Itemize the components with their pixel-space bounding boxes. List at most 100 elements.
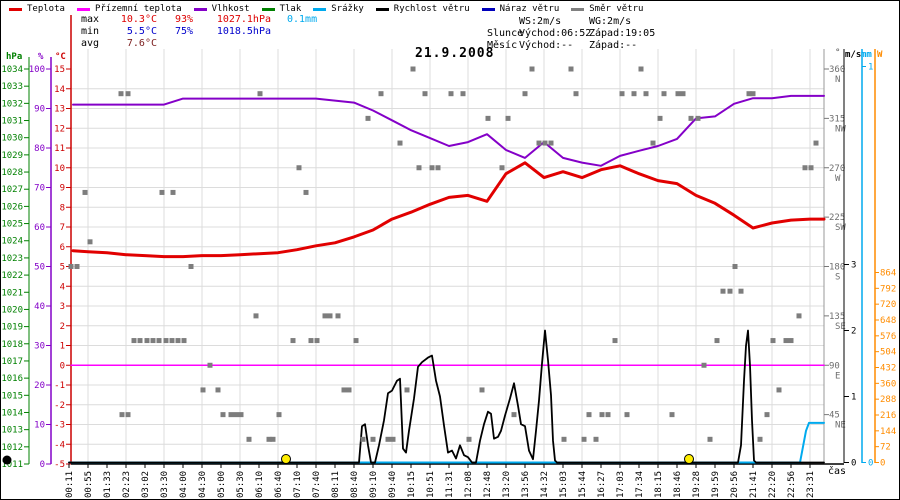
svg-text:792: 792 xyxy=(880,284,896,294)
svg-text:04:30: 04:30 xyxy=(198,471,208,498)
astro-markers xyxy=(2,454,694,465)
pressure-axis: 1034 1033 1032 1031 1030 1029 1028 1027 1026 1025… xyxy=(1,57,30,470)
svg-text:15:44: 15:44 xyxy=(578,471,588,498)
legend-item-0[interactable]: Teplota xyxy=(9,4,65,14)
moon-phase-icon xyxy=(2,455,12,465)
svg-text:12:08: 12:08 xyxy=(464,471,474,498)
svg-text:40: 40 xyxy=(34,302,45,312)
legend-dash-icon xyxy=(313,7,327,11)
svg-text:1031: 1031 xyxy=(1,117,23,127)
svg-text:10:51: 10:51 xyxy=(426,471,436,498)
max-label: max xyxy=(81,14,100,25)
svg-text:11: 11 xyxy=(54,144,65,154)
svg-text:1: 1 xyxy=(868,63,873,73)
svg-text:W: W xyxy=(835,174,841,184)
legend-item-2[interactable]: Vlhkost xyxy=(193,4,250,14)
max-pressure: 1027.1hPa xyxy=(216,14,271,25)
svg-text:03:30: 03:30 xyxy=(160,471,170,498)
svg-text:-1: -1 xyxy=(54,381,65,391)
chart-date-title: 21.9.2008 xyxy=(415,46,495,61)
legend-item-3[interactable]: Tlak xyxy=(261,4,301,14)
legend-dash-icon xyxy=(193,7,207,11)
svg-text:70: 70 xyxy=(34,184,45,194)
svg-text:1011: 1011 xyxy=(1,460,23,470)
svg-text:2: 2 xyxy=(60,322,65,332)
svg-text:18:46: 18:46 xyxy=(673,471,683,498)
direction-axis-header: ° xyxy=(835,48,841,58)
svg-text:1027: 1027 xyxy=(1,185,23,195)
svg-text:06:40: 06:40 xyxy=(274,471,284,498)
svg-text:13: 13 xyxy=(54,105,65,115)
legend-item-label: Náraz větru xyxy=(499,4,560,14)
legend-item-7[interactable]: Směr větru xyxy=(571,4,643,14)
stats-row-avg: avg 7.6°C xyxy=(81,38,317,50)
wind-speed-axis: 3 2 1 0 xyxy=(843,49,856,469)
wind-speed-max: WS:2m/s xyxy=(519,16,562,27)
min-humidity: 75% xyxy=(174,26,193,37)
svg-text:13:56: 13:56 xyxy=(521,471,531,498)
svg-text:04:00: 04:00 xyxy=(179,471,189,498)
svg-text:NE: NE xyxy=(835,421,846,431)
svg-text:1021: 1021 xyxy=(1,288,23,298)
svg-text:216: 216 xyxy=(880,411,896,421)
svg-text:1018: 1018 xyxy=(1,340,23,350)
svg-text:1025: 1025 xyxy=(1,220,23,230)
series-wind-speed xyxy=(68,329,825,464)
legend-dash-icon xyxy=(261,7,275,11)
svg-text:1032: 1032 xyxy=(1,99,23,109)
svg-text:SW: SW xyxy=(835,223,846,233)
svg-text:17:03: 17:03 xyxy=(616,471,626,498)
pressure-axis-header: hPa xyxy=(6,52,23,62)
legend-dash-icon xyxy=(76,7,90,11)
legend-item-label: Rychlost větru xyxy=(393,4,470,14)
stats-row-min: min 5.5°C 75% 1018.5hPa xyxy=(81,26,317,38)
temp-axis-header: °C xyxy=(55,52,66,62)
svg-text:08:40: 08:40 xyxy=(350,471,360,498)
svg-text:1: 1 xyxy=(60,342,65,352)
svg-text:07:40: 07:40 xyxy=(312,471,322,498)
series-temperature xyxy=(71,161,826,259)
wind-gust-max: WG:2m/s xyxy=(589,16,632,27)
svg-text:3: 3 xyxy=(851,261,856,271)
svg-text:225: 225 xyxy=(829,213,845,223)
wind-direction-points xyxy=(68,66,819,442)
svg-text:2: 2 xyxy=(851,327,856,337)
legend: Teplota Přízemní teplota Vlhkost Tlak Srážky… xyxy=(9,3,643,15)
svg-text:07:10: 07:10 xyxy=(293,471,303,498)
svg-text:60: 60 xyxy=(34,223,45,233)
svg-text:1015: 1015 xyxy=(1,391,23,401)
svg-text:00:11: 00:11 xyxy=(65,471,75,498)
legend-item-5[interactable]: Rychlost větru xyxy=(375,4,470,14)
svg-text:10: 10 xyxy=(54,164,65,174)
svg-text:20: 20 xyxy=(34,381,45,391)
svg-text:288: 288 xyxy=(880,395,896,405)
svg-text:SE: SE xyxy=(835,322,846,332)
radiation-axis-header: W xyxy=(877,50,883,60)
svg-text:1028: 1028 xyxy=(1,168,23,178)
svg-text:09:40: 09:40 xyxy=(388,471,398,498)
svg-text:10:15: 10:15 xyxy=(407,471,417,498)
svg-text:864: 864 xyxy=(880,268,896,278)
svg-text:720: 720 xyxy=(880,300,896,310)
svg-text:09:10: 09:10 xyxy=(369,471,379,498)
avg-temp: 7.6°C xyxy=(126,38,157,49)
svg-text:15: 15 xyxy=(54,65,65,75)
stats-block: max 10.3°C 93% 1027.1hPa 0.1mm min 5.5°C 75% 10… xyxy=(81,14,317,50)
min-pressure: 1018.5hPa xyxy=(216,26,271,37)
legend-dash-icon xyxy=(375,7,389,11)
svg-text:1026: 1026 xyxy=(1,202,23,212)
svg-text:06:10: 06:10 xyxy=(255,471,265,498)
svg-text:12: 12 xyxy=(54,124,65,134)
max-humidity: 93% xyxy=(174,14,193,25)
svg-text:10: 10 xyxy=(34,421,45,431)
svg-text:1024: 1024 xyxy=(1,237,23,247)
legend-item-4[interactable]: Srážky xyxy=(313,4,364,14)
legend-item-6[interactable]: Náraz větru xyxy=(481,4,560,14)
svg-text:20:56: 20:56 xyxy=(730,471,740,498)
svg-text:315: 315 xyxy=(829,114,845,124)
svg-text:0: 0 xyxy=(868,459,873,469)
legend-item-1[interactable]: Přízemní teplota xyxy=(76,4,182,14)
